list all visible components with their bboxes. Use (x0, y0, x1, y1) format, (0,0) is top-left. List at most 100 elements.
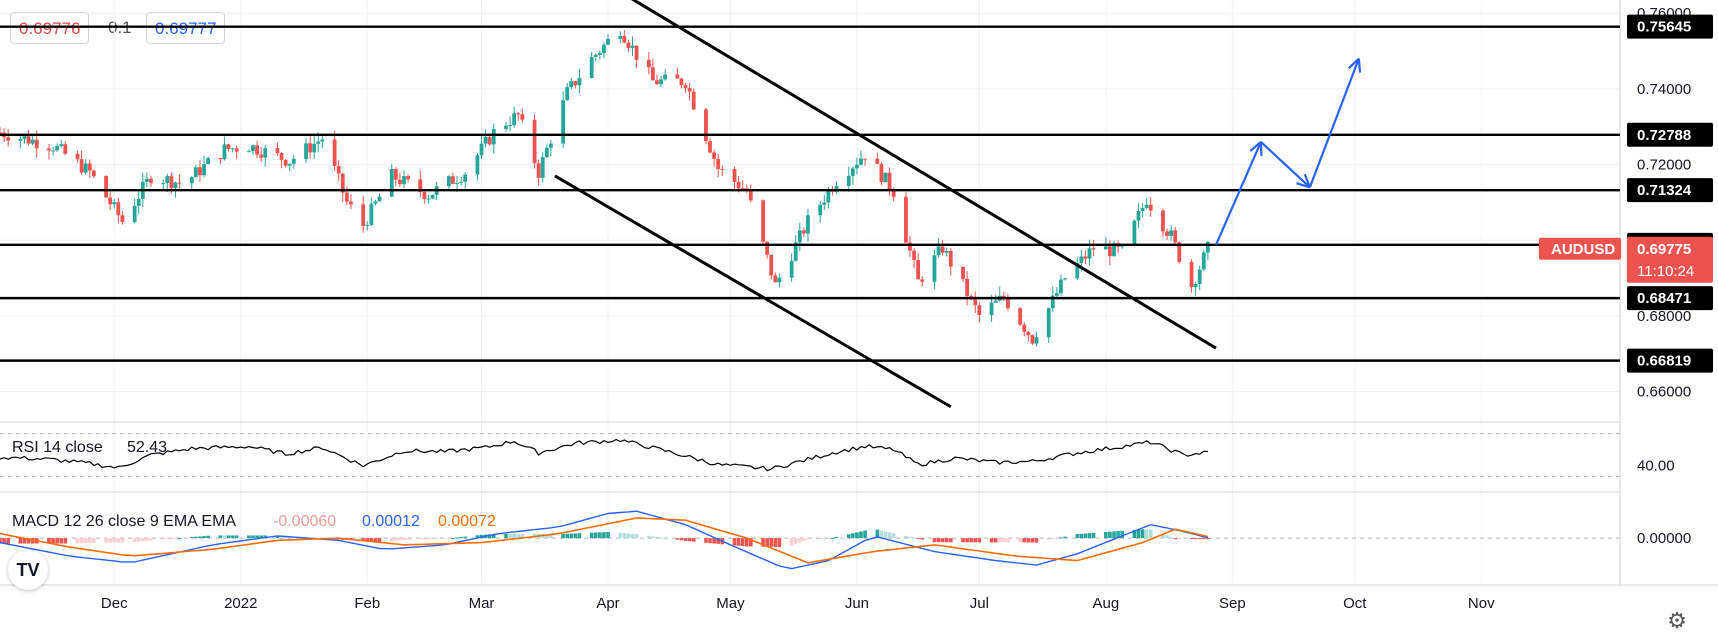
macd-histogram-bar (63, 538, 68, 544)
macd-histogram-bar (961, 538, 965, 543)
macd-histogram-bar (373, 538, 378, 542)
macd-histogram-bar (169, 538, 174, 540)
macd-histogram-bar (565, 533, 570, 539)
candle-body (1034, 337, 1039, 344)
candle-body (618, 35, 623, 39)
candle-body (451, 176, 455, 184)
macd-histogram-bar (1173, 538, 1178, 540)
candle-body (1026, 331, 1031, 336)
candle-body (393, 168, 398, 180)
candle-body (316, 141, 321, 144)
candle-body (487, 137, 492, 145)
candle-body (1030, 335, 1035, 344)
candle-body (312, 143, 317, 153)
candle-body (769, 254, 774, 276)
macd-histogram-bar (430, 538, 435, 540)
candle-body (834, 185, 839, 192)
bid-price-box[interactable]: 0.69776 (10, 12, 90, 44)
time-axis[interactable]: Dec 2022 Feb Mar Apr May Jun Jul Aug Sep Oct Nov (101, 595, 1495, 612)
macd-histogram-bar (549, 534, 553, 539)
candle-body (789, 260, 794, 278)
candle-body (573, 81, 578, 86)
candle-body (145, 178, 149, 182)
candle-body (793, 242, 798, 261)
candle-body (483, 137, 488, 144)
macd-histogram-bar (687, 538, 692, 542)
grid-lines (0, 0, 1718, 586)
candle-body (218, 158, 223, 160)
macd-histogram-bar (194, 536, 198, 539)
macd-histogram-bar (141, 538, 145, 542)
candle-body (634, 45, 639, 60)
candle-body (1001, 295, 1006, 298)
candle-body (275, 148, 280, 153)
price-tick-label: 0.66000 (1637, 384, 1691, 401)
candle-body (6, 137, 11, 141)
macd-histogram-bar (1144, 529, 1149, 539)
candle-body (320, 139, 325, 142)
macd-histogram-bar (6, 538, 10, 544)
macd-histogram-bar (426, 538, 431, 540)
macd-histogram-bar (0, 538, 2, 544)
candle-body (516, 113, 521, 115)
countdown-label: 11:10:24 (1637, 263, 1694, 280)
macd-histogram-bar (777, 538, 782, 547)
tradingview-logo-icon[interactable]: TV (8, 550, 48, 590)
macd-histogram-bar (222, 535, 227, 539)
candle-body (169, 176, 174, 189)
macd-histogram-bar (569, 533, 574, 539)
macd-line-value: 0.00012 (362, 513, 420, 530)
level-price-tag-label: 0.71324 (1637, 182, 1692, 199)
macd-histogram-bar (516, 533, 521, 539)
candle-body (818, 204, 823, 216)
macd-histogram-bar (459, 537, 463, 539)
candle-body (512, 113, 517, 126)
candle-body (1006, 297, 1010, 309)
macd-histogram-bar (932, 538, 937, 543)
macd-histogram-bar (1165, 535, 1169, 539)
macd-histogram-bar (797, 538, 802, 543)
candle-body (422, 191, 427, 200)
candle-body (908, 242, 912, 251)
macd-pane (0, 510, 1620, 570)
macd-histogram-bar (504, 533, 508, 539)
macd-histogram-bar (708, 538, 712, 544)
candle-body (0, 132, 2, 134)
ask-price-box[interactable]: 0.69777 (146, 12, 226, 44)
candle-body (259, 154, 264, 158)
macd-histogram-bar (279, 535, 284, 539)
level-price-tag-label: 0.66819 (1637, 353, 1691, 370)
macd-histogram-bar (79, 538, 84, 544)
macd-histogram-bar (545, 534, 549, 539)
macd-histogram-bar (402, 538, 406, 540)
candle-body (397, 179, 402, 185)
candle-body (479, 143, 484, 156)
macd-histogram-bar (1197, 538, 1202, 540)
candle-body (1079, 256, 1084, 264)
candle-body (663, 74, 668, 80)
time-tick-label: Apr (596, 595, 619, 612)
macd-histogram-bar (887, 532, 892, 539)
candle-body (916, 259, 921, 280)
candle-body (304, 143, 308, 159)
macd-histogram-bar (475, 535, 480, 539)
candle-body (691, 91, 696, 110)
candle-body (173, 182, 178, 189)
macd-histogram-bar (789, 538, 794, 546)
candle-body (973, 296, 978, 306)
candle-body (1050, 295, 1055, 309)
candle-body (202, 164, 206, 176)
gear-icon[interactable]: ⚙ (1667, 608, 1687, 633)
candle-body (87, 163, 92, 171)
macd-histogram-bar (846, 534, 851, 539)
candle-body (51, 150, 55, 152)
macd-histogram-bar (389, 538, 394, 542)
macd-histogram-bar (1132, 529, 1137, 539)
macd-histogram-bar (1030, 538, 1035, 543)
macd-histogram-bar (589, 532, 594, 539)
candle-body (944, 250, 949, 253)
macd-histogram-bar (520, 533, 525, 539)
price-axis[interactable]: 0.760000.740000.720000.700000.680000.660… (1539, 5, 1713, 547)
macd-histogram-bar (904, 535, 908, 539)
